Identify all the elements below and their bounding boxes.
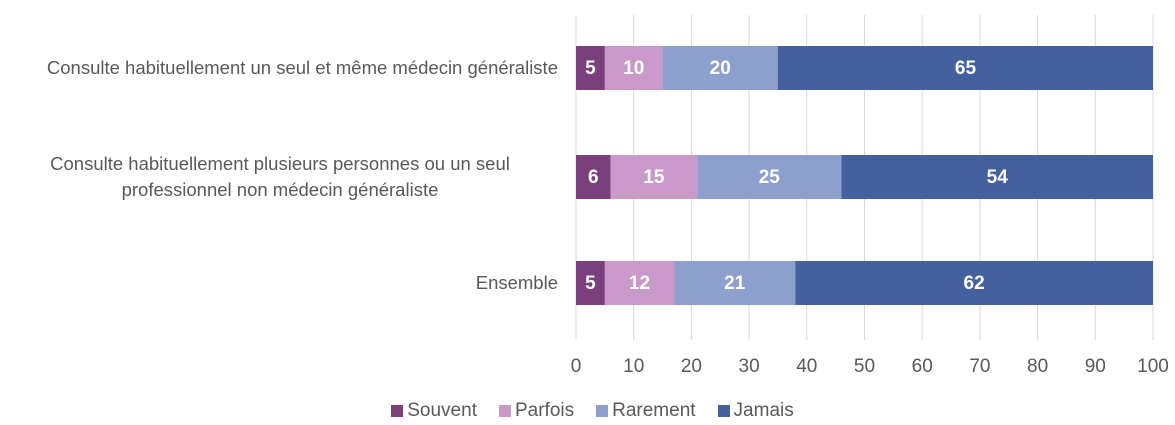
data-label: 62 [964, 273, 985, 294]
x-tick-label: 20 [681, 356, 702, 377]
legend-label: Souvent [407, 400, 477, 421]
legend-item: Jamais [717, 400, 794, 422]
data-label: 65 [955, 58, 977, 79]
data-label: 10 [623, 58, 644, 79]
legend-label: Rarement [612, 400, 696, 421]
bar-segment [662, 46, 778, 90]
category-label: Consulte habituellement un seul et même … [0, 38, 558, 98]
x-tick-label: 60 [912, 356, 933, 377]
data-label: 6 [588, 167, 599, 188]
data-label: 25 [759, 167, 781, 188]
legend-swatch [596, 405, 609, 417]
bar-segment [674, 261, 796, 305]
bar-segment [604, 46, 663, 90]
category-text: Consulte habituellement plusieurs person… [50, 153, 510, 200]
legend-swatch [498, 405, 511, 417]
x-tick-label: 40 [796, 356, 817, 377]
x-tick-label: 70 [969, 356, 990, 377]
data-label: 20 [710, 58, 731, 79]
category-text: Consulte habituellement un seul et même … [46, 57, 558, 78]
x-tick-label: 50 [854, 356, 875, 377]
bar-segment [777, 46, 1153, 90]
x-tick-label: 100 [1137, 356, 1169, 377]
legend-item: Souvent [391, 400, 477, 422]
data-label: 5 [585, 273, 596, 294]
bar-segment [604, 261, 675, 305]
bar-segment [841, 155, 1153, 199]
data-label: 54 [987, 167, 1009, 188]
bar-segment [576, 155, 611, 199]
legend-label: Jamais [733, 400, 794, 421]
legend-swatch [391, 405, 404, 417]
bar-segment [576, 46, 605, 90]
legend: Souvent Parfois Rarement Jamais [0, 400, 1175, 422]
bar-segment [576, 261, 605, 305]
x-tick-label: 10 [623, 356, 644, 377]
legend-label: Parfois [514, 400, 575, 421]
x-tick-label: 90 [1085, 356, 1106, 377]
category-label: Consulte habituellement plusieurs person… [0, 147, 558, 207]
bar-segment [795, 261, 1153, 305]
category-label: Ensemble [0, 253, 558, 313]
legend-swatch [717, 405, 730, 417]
bar-segment [610, 155, 698, 199]
data-label: 5 [585, 58, 596, 79]
data-label: 21 [724, 273, 746, 294]
category-text: Ensemble [475, 272, 558, 293]
legend-item: Parfois [498, 400, 575, 422]
x-tick-label: 0 [571, 356, 582, 377]
bar-segment [697, 155, 842, 199]
legend-item: Rarement [596, 400, 696, 422]
data-label: 12 [629, 273, 650, 294]
x-tick-label: 30 [739, 356, 760, 377]
data-label: 15 [643, 167, 665, 188]
x-tick-label: 80 [1027, 356, 1048, 377]
